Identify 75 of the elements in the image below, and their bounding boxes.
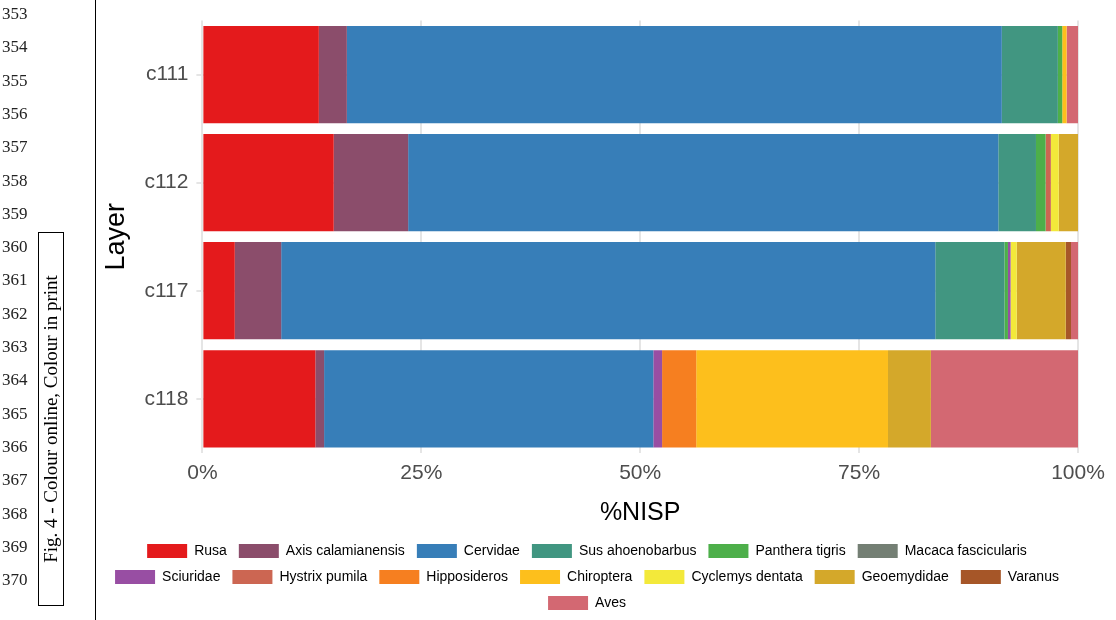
x-tick-label: 25% xyxy=(400,460,443,484)
x-tick-label: 100% xyxy=(1051,460,1105,484)
x-tick-label: 0% xyxy=(187,460,218,484)
legend-label: Cervidae xyxy=(463,541,521,558)
bar xyxy=(1010,242,1017,340)
bar xyxy=(408,134,999,232)
text: 365 xyxy=(2,403,28,424)
bar xyxy=(281,242,936,340)
y-tick-label: c118 xyxy=(144,385,189,409)
y-tick-label: c117 xyxy=(144,277,189,301)
bar xyxy=(203,26,319,124)
bar xyxy=(1035,134,1046,232)
bar xyxy=(1001,26,1058,124)
caption: Fig. 4 - Colour online, Colour in print xyxy=(40,275,62,563)
legend-label: Varanus xyxy=(1007,567,1059,584)
text: 357 xyxy=(2,137,28,158)
bar xyxy=(315,350,325,448)
text: 359 xyxy=(2,203,28,224)
bar xyxy=(998,134,1036,232)
text: 364 xyxy=(2,370,28,391)
x-tick-label: 75% xyxy=(838,460,881,484)
text: 366 xyxy=(2,436,28,457)
bar xyxy=(1057,26,1063,124)
bar xyxy=(234,242,282,340)
bar xyxy=(1045,134,1051,232)
text: 353 xyxy=(2,4,28,24)
text: 361 xyxy=(2,270,28,291)
legend-label: Sus ahoenobarbus xyxy=(578,541,697,558)
text: 370 xyxy=(2,570,28,591)
bar xyxy=(935,242,1005,340)
legend-label: Axis calamianensis xyxy=(285,541,405,558)
text: 363 xyxy=(2,337,28,357)
legend-label: Panthera tigris xyxy=(755,541,846,558)
bar xyxy=(1016,242,1066,340)
bar xyxy=(333,134,409,232)
y-axis-title: Layer xyxy=(99,202,130,271)
legend-label: Cyclemys dentata xyxy=(691,567,803,584)
text: 360 xyxy=(2,237,28,258)
text: 356 xyxy=(2,103,28,124)
legend-label: Rusa xyxy=(194,541,228,558)
bar xyxy=(203,134,334,232)
bar xyxy=(1058,134,1078,232)
bar xyxy=(203,350,316,448)
legend-label: Chiroptera xyxy=(567,567,633,584)
y-tick-label: c111 xyxy=(145,61,189,85)
y-tick-label: c112 xyxy=(144,169,189,193)
legend-label: Aves xyxy=(595,593,626,610)
x-axis-title: %NISP xyxy=(599,496,681,525)
text: 368 xyxy=(2,503,28,524)
text: 358 xyxy=(2,170,28,191)
text: 355 xyxy=(2,70,28,91)
bar xyxy=(324,350,654,448)
bar xyxy=(653,350,663,448)
text: 367 xyxy=(2,470,28,491)
bar xyxy=(203,242,235,340)
bar xyxy=(930,350,1078,448)
legend-label: Sciuridae xyxy=(162,567,221,584)
bar xyxy=(1065,242,1071,340)
bar xyxy=(887,350,931,448)
text: 354 xyxy=(2,37,28,58)
x-tick-label: 50% xyxy=(619,460,662,484)
legend-label: Hystrix pumila xyxy=(279,567,368,584)
bar xyxy=(318,26,347,124)
bar xyxy=(1050,134,1059,232)
bar xyxy=(696,350,888,448)
legend-label: Hipposideros xyxy=(426,567,509,584)
legend-label: Geoemydidae xyxy=(861,567,950,584)
bar xyxy=(1070,242,1078,340)
text: 369 xyxy=(2,536,28,557)
text: 362 xyxy=(2,303,28,324)
legend-label: Macaca fascicularis xyxy=(904,541,1027,558)
bar xyxy=(1062,26,1067,124)
bar xyxy=(1066,26,1078,124)
bar xyxy=(346,26,1002,124)
bar xyxy=(662,350,697,448)
